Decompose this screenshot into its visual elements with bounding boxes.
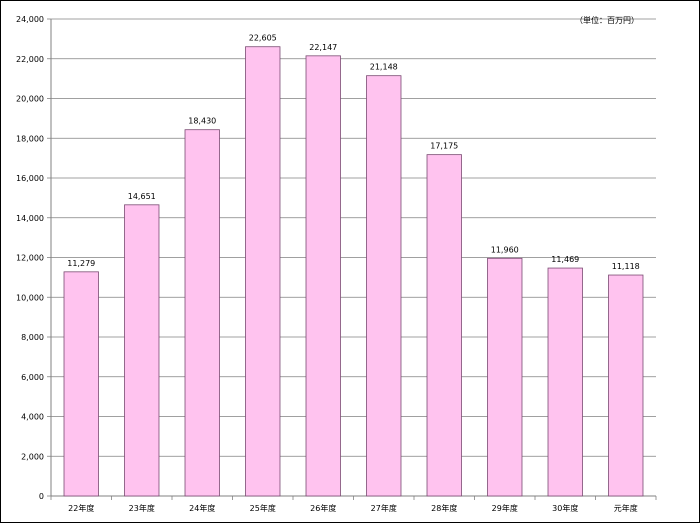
y-tick-label: 10,000 <box>16 293 44 302</box>
bar <box>184 129 220 497</box>
y-tick-labels: 0 2,000 4,000 6,000 8,000 10,000 12,000 14,000 1… <box>16 15 44 501</box>
x-category-label: 25年度 <box>250 503 276 513</box>
x-category-label: 27年度 <box>371 503 397 513</box>
y-tick-label: 20,000 <box>16 95 44 104</box>
x-category-label: 22年度 <box>68 503 94 513</box>
x-category-label: 30年度 <box>552 503 578 513</box>
y-tick-label: 4,000 <box>21 413 44 422</box>
x-category-label: 元年度 <box>614 503 638 513</box>
bar <box>63 271 99 497</box>
x-category-label: 24年度 <box>189 503 215 513</box>
y-tick-label: 24,000 <box>16 15 44 24</box>
unit-label: （単位：百万円） <box>575 15 639 25</box>
y-tick-label: 8,000 <box>21 333 44 342</box>
y-tick-label: 12,000 <box>16 254 44 263</box>
y-tick-label: 0 <box>39 492 44 501</box>
bar <box>426 154 462 497</box>
data-label: 21,148 <box>370 63 398 72</box>
data-label: 11,469 <box>551 255 579 264</box>
x-category-label: 28年度 <box>431 503 457 513</box>
y-tick-label: 18,000 <box>16 134 44 143</box>
data-label: 11,279 <box>67 259 95 268</box>
y-tick-label: 22,000 <box>16 55 44 64</box>
bar <box>487 257 523 497</box>
data-label: 11,960 <box>491 245 519 254</box>
data-label: 17,175 <box>430 142 458 151</box>
bar <box>608 274 644 497</box>
x-category-labels: 22年度 23年度 24年度 25年度 26年度 27年度 28年度 29年度 30年度 元年度 <box>68 503 638 513</box>
bar <box>547 267 583 497</box>
y-tick-label: 16,000 <box>16 174 44 183</box>
bars <box>63 46 644 497</box>
y-tick-label: 6,000 <box>21 373 44 382</box>
bar <box>245 46 281 497</box>
bar <box>124 204 160 497</box>
data-label: 22,605 <box>249 34 277 43</box>
data-label: 14,651 <box>128 192 156 201</box>
y-tick-label: 2,000 <box>21 452 44 461</box>
y-tick-label: 14,000 <box>16 214 44 223</box>
bar <box>305 55 341 497</box>
data-label: 18,430 <box>188 117 216 126</box>
x-category-label: 23年度 <box>129 503 155 513</box>
data-labels: 11,279 14,651 18,430 22,605 22,147 21,148 17,1… <box>67 34 640 271</box>
bar <box>366 75 402 497</box>
x-category-label: 26年度 <box>310 503 336 513</box>
x-category-label: 29年度 <box>492 503 518 513</box>
data-label: 22,147 <box>309 43 337 52</box>
data-label: 11,118 <box>612 262 640 271</box>
